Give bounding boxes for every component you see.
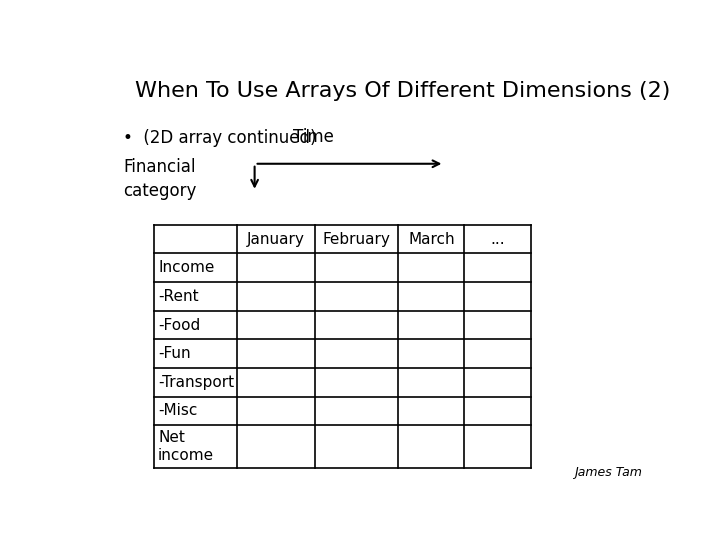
Text: Time: Time <box>293 128 333 146</box>
Text: ...: ... <box>490 232 505 247</box>
Text: Income: Income <box>158 260 215 275</box>
Text: March: March <box>408 232 454 247</box>
Text: -Food: -Food <box>158 318 200 333</box>
Text: When To Use Arrays Of Different Dimensions (2): When To Use Arrays Of Different Dimensio… <box>135 82 670 102</box>
Text: -Rent: -Rent <box>158 289 199 304</box>
Text: James Tam: James Tam <box>575 465 642 478</box>
Text: February: February <box>323 232 391 247</box>
Text: January: January <box>247 232 305 247</box>
Text: Financial
category: Financial category <box>124 158 197 200</box>
Text: -Transport: -Transport <box>158 375 234 390</box>
Text: -Fun: -Fun <box>158 346 191 361</box>
Text: -Misc: -Misc <box>158 403 197 418</box>
Text: Net
income: Net income <box>158 430 215 463</box>
Text: •  (2D array continued): • (2D array continued) <box>124 129 317 147</box>
